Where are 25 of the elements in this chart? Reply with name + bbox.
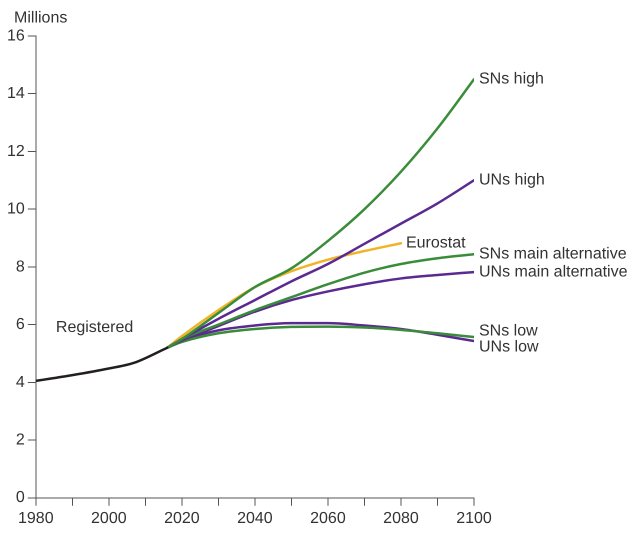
y-tick-label: 10: [7, 200, 25, 218]
x-tick-label: 2020: [164, 510, 200, 527]
series-label: SNs high: [479, 70, 544, 88]
series-label: UNs main alternative: [479, 264, 628, 280]
y-tick-label: 14: [7, 85, 25, 102]
x-tick-label: 2080: [383, 510, 419, 527]
y-tick-label: 8: [16, 258, 25, 276]
y-tick-label: 4: [16, 374, 25, 391]
series-label: UNs low: [479, 338, 540, 356]
x-tick-label: 2000: [91, 510, 127, 527]
series-label: Registered: [56, 319, 134, 336]
x-tick-label: 2060: [310, 510, 346, 527]
y-tick-label: 2: [16, 431, 25, 448]
x-tick-label: 2100: [456, 510, 492, 527]
y-tick-label: 0: [16, 489, 25, 506]
x-tick-label: 1980: [18, 510, 54, 527]
y-tick-label: 6: [16, 316, 25, 334]
series-label: UNs high: [479, 172, 545, 189]
y-tick-label: 12: [7, 142, 25, 160]
series-label: SNs main alternative: [479, 246, 627, 263]
series-label: Eurostat: [406, 234, 466, 252]
y-axis-title: Millions: [14, 9, 68, 26]
y-tick-label: 16: [7, 27, 25, 44]
series-label: SNs low: [479, 322, 538, 340]
x-tick-label: 2040: [237, 510, 273, 527]
